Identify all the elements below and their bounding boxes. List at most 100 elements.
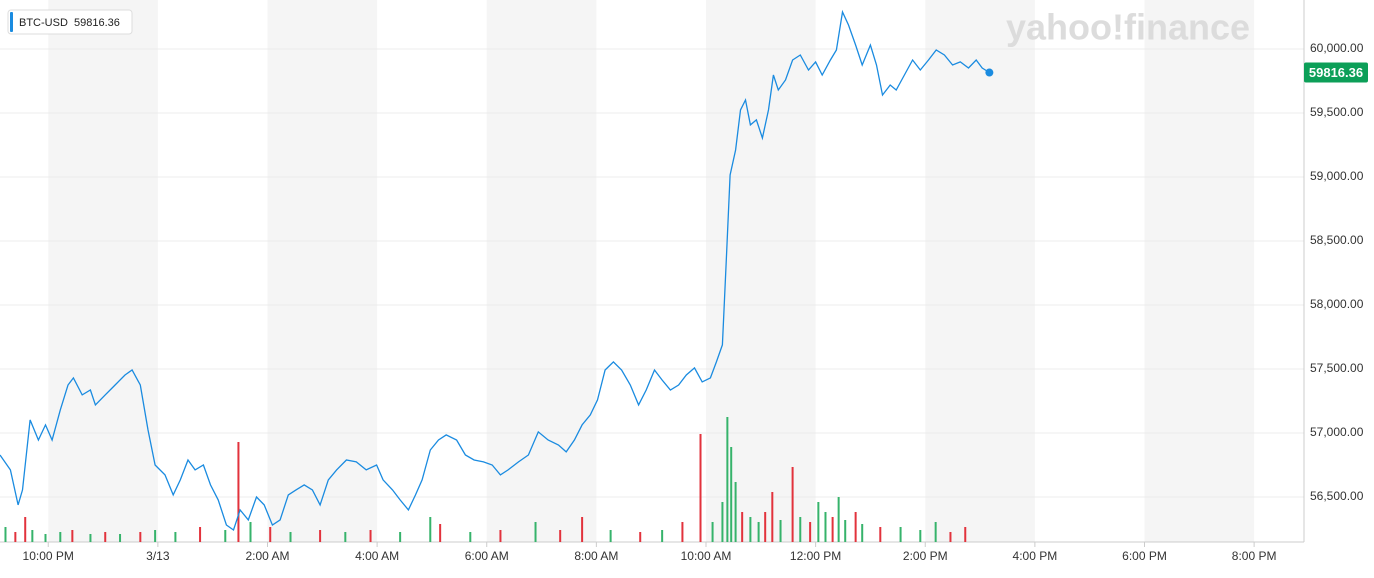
- volume-bar: [964, 527, 967, 542]
- volume-bar: [154, 530, 157, 542]
- volume-bar: [809, 522, 812, 542]
- time-band: [48, 0, 158, 542]
- volume-bar: [711, 522, 714, 542]
- volume-bar: [499, 530, 502, 542]
- volume-bar: [824, 512, 827, 542]
- y-tick-label: 58,000.00: [1310, 297, 1364, 311]
- volume-bar: [71, 530, 74, 542]
- y-tick-label: 57,000.00: [1310, 425, 1364, 439]
- x-tick-label: 2:00 AM: [245, 549, 289, 563]
- volume-bar: [31, 530, 34, 542]
- volume-bar: [89, 534, 92, 542]
- volume-bar: [726, 417, 729, 542]
- volume-bar: [581, 517, 584, 542]
- volume-bar: [730, 447, 733, 542]
- volume-bar: [734, 482, 737, 542]
- volume-bar: [879, 527, 882, 542]
- volume-bar: [439, 524, 442, 542]
- volume-bar: [749, 517, 752, 542]
- volume-bar: [559, 530, 562, 542]
- x-tick-label: 6:00 PM: [1122, 549, 1167, 563]
- x-tick-label: 4:00 AM: [355, 549, 399, 563]
- volume-bar: [837, 497, 840, 542]
- volume-bar: [104, 532, 107, 542]
- volume-bar: [119, 534, 122, 542]
- time-band: [1144, 0, 1255, 542]
- volume-bar: [854, 512, 857, 542]
- x-tick-label: 6:00 AM: [465, 549, 509, 563]
- x-tick-label: 8:00 AM: [574, 549, 618, 563]
- volume-bar: [369, 530, 372, 542]
- volume-bar: [237, 442, 240, 542]
- volume-bar: [14, 532, 17, 542]
- x-tick-label: 10:00 PM: [23, 549, 74, 563]
- volume-bar: [949, 532, 952, 542]
- x-tick-label: 4:00 PM: [1013, 549, 1058, 563]
- volume-bar: [59, 532, 62, 542]
- volume-bar: [174, 532, 177, 542]
- volume-bar: [681, 522, 684, 542]
- volume-bar: [534, 522, 537, 542]
- volume-bar: [224, 530, 227, 542]
- volume-bar: [791, 467, 794, 542]
- volume-bar: [741, 512, 744, 542]
- volume-bar: [721, 502, 724, 542]
- volume-bar: [699, 434, 702, 542]
- volume-bar: [831, 517, 834, 542]
- x-tick-label: 2:00 PM: [903, 549, 948, 563]
- y-tick-label: 58,500.00: [1310, 233, 1364, 247]
- volume-bar: [139, 532, 142, 542]
- volume-bar: [429, 517, 432, 542]
- volume-bar: [199, 527, 202, 542]
- volume-bar: [899, 527, 902, 542]
- volume-bar: [844, 520, 847, 542]
- legend-name: BTC-USD: [19, 17, 68, 29]
- volume-bar: [757, 522, 760, 542]
- volume-bar: [934, 522, 937, 542]
- volume-bar: [799, 517, 802, 542]
- volume-bar: [344, 532, 347, 542]
- time-band: [705, 0, 816, 542]
- volume-bar: [24, 517, 27, 542]
- legend-box: [7, 9, 133, 35]
- volume-bar: [609, 530, 612, 542]
- x-tick-label: 8:00 PM: [1232, 549, 1277, 563]
- volume-bar: [861, 524, 864, 542]
- volume-bar: [469, 532, 472, 542]
- time-band: [267, 0, 378, 542]
- price-line: [0, 9, 990, 532]
- volume-bar: [44, 534, 47, 542]
- volume-bar: [639, 532, 642, 542]
- volume-bar: [661, 530, 664, 542]
- volume-bar: [319, 530, 322, 542]
- volume-bar: [771, 492, 774, 542]
- x-tick-label: 12:00 PM: [790, 549, 841, 563]
- x-tick-label: 10:00 AM: [681, 549, 732, 563]
- watermark: yahoo!finance: [1006, 7, 1250, 48]
- volume-bar: [399, 532, 402, 542]
- volume-bar: [779, 520, 782, 542]
- last-point: [985, 68, 994, 77]
- volume-bar: [289, 532, 292, 542]
- x-tick-label: 3/13: [146, 549, 170, 563]
- volume-bar: [919, 530, 922, 542]
- y-tick-label: 57,500.00: [1310, 361, 1364, 375]
- y-tick-label: 59,000.00: [1310, 169, 1364, 183]
- volume-bar: [764, 512, 767, 542]
- y-tick-label: 56,500.00: [1310, 489, 1364, 503]
- volume-bar: [4, 527, 7, 542]
- y-tick-label: 60,000.00: [1310, 41, 1364, 55]
- legend-swatch: [10, 12, 13, 32]
- time-band: [486, 0, 597, 542]
- time-band: [925, 0, 1035, 542]
- volume-bar: [817, 502, 820, 542]
- price-tag-label: 59816.36: [1309, 65, 1363, 80]
- volume-bar: [269, 527, 272, 542]
- legend-value: 59816.36: [74, 17, 120, 29]
- volume-bar: [249, 522, 252, 542]
- price-tag: [1304, 62, 1368, 83]
- background: [0, 0, 1304, 542]
- y-tick-label: 59,500.00: [1310, 105, 1364, 119]
